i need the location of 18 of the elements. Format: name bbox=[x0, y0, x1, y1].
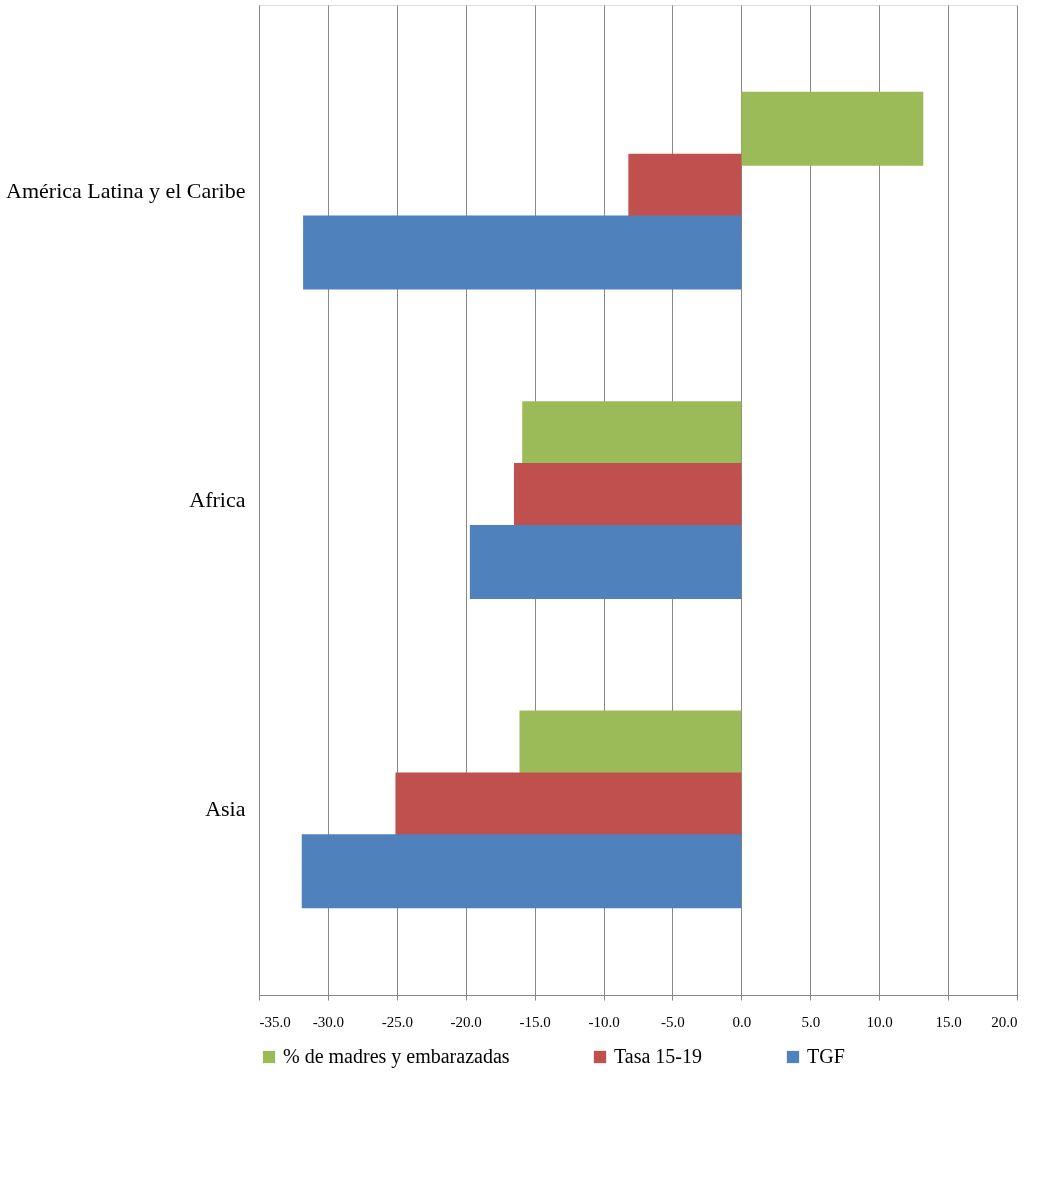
legend-label: Tasa 15-19 bbox=[614, 1045, 703, 1067]
x-tick-label: -15.0 bbox=[519, 1013, 551, 1030]
x-tick-label: -30.0 bbox=[312, 1013, 345, 1030]
x-tick-label: 15.0 bbox=[935, 1013, 962, 1030]
y-tick-label: Asia bbox=[205, 796, 246, 822]
x-tick-label: -25.0 bbox=[381, 1013, 413, 1030]
legend-label: TGF bbox=[807, 1045, 845, 1067]
x-tick-label: 10.0 bbox=[866, 1013, 893, 1030]
x-tick-label: -20.0 bbox=[450, 1013, 482, 1030]
x-tick-label: 5.0 bbox=[801, 1013, 821, 1030]
x-tick-label: -35.0 bbox=[259, 1013, 291, 1030]
y-tick-label: América Latina y el Caribe bbox=[6, 177, 246, 203]
legend-label: % de madres y embarazadas bbox=[283, 1045, 510, 1068]
x-tick-label: 20.0 bbox=[991, 1013, 1018, 1030]
x-tick-label: -5.0 bbox=[661, 1013, 685, 1030]
y-tick-label: Africa bbox=[189, 487, 246, 512]
x-tick-label: -10.0 bbox=[588, 1013, 620, 1030]
x-tick-label: 0.0 bbox=[732, 1013, 752, 1030]
